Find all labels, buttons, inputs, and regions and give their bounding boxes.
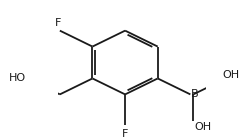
Text: F: F — [55, 18, 61, 28]
Text: HO: HO — [9, 73, 26, 83]
Text: B: B — [191, 89, 199, 99]
Text: OH: OH — [194, 123, 212, 132]
Text: F: F — [122, 128, 128, 138]
Text: OH: OH — [222, 70, 239, 80]
